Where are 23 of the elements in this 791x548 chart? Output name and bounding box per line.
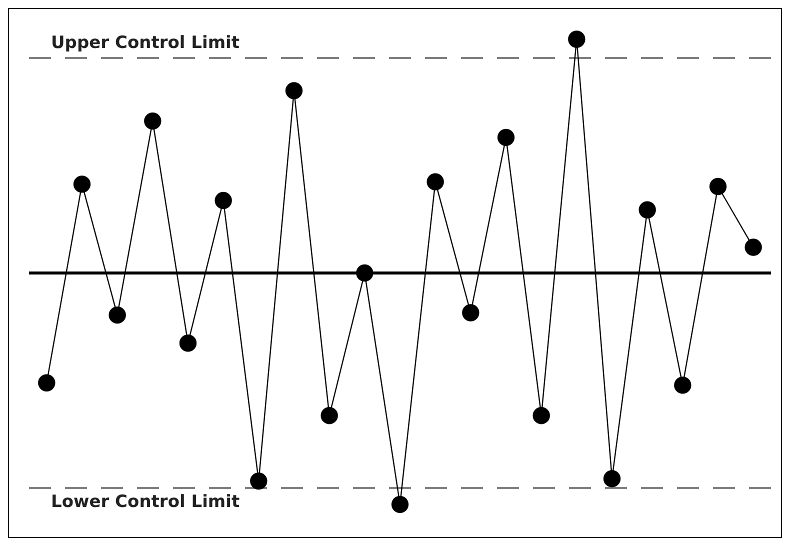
ref-line-label: Upper Control Limit (51, 32, 240, 53)
point (674, 376, 692, 394)
point (462, 304, 480, 322)
point (108, 306, 126, 324)
point (356, 264, 374, 282)
point (73, 176, 91, 193)
point (532, 406, 550, 424)
point (214, 192, 232, 210)
point (709, 178, 727, 196)
point (285, 82, 303, 100)
ref-line-label: Lower Control Limit (51, 492, 240, 512)
point (250, 472, 268, 490)
point (320, 406, 338, 424)
point (179, 334, 197, 352)
point (744, 238, 762, 256)
point (144, 112, 162, 130)
point (638, 201, 656, 218)
point (426, 173, 444, 190)
point (391, 496, 409, 514)
point (603, 470, 621, 488)
point (38, 374, 56, 392)
point (568, 30, 586, 48)
point (497, 128, 515, 146)
